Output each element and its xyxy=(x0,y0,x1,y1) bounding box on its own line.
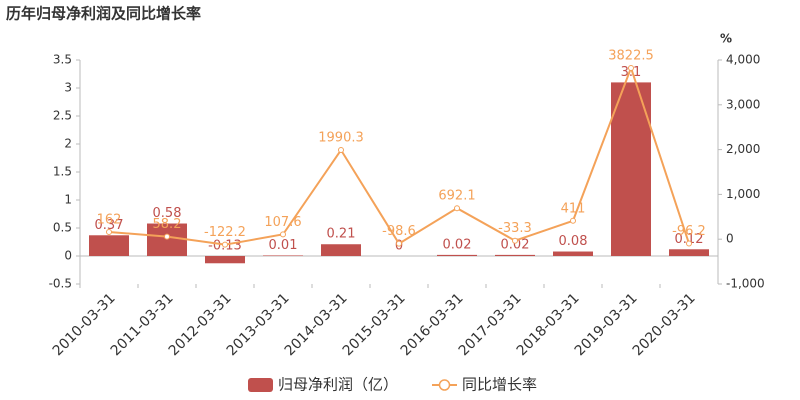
line-value-label: 411 xyxy=(561,201,586,216)
line-point xyxy=(164,233,170,240)
bar-value-label: 3.1 xyxy=(621,65,642,80)
line-value-label: 162 xyxy=(97,212,122,227)
bar-value-label: 0.02 xyxy=(501,237,530,252)
line-value-label: 692.1 xyxy=(438,189,475,204)
line xyxy=(108,64,690,246)
bar-value-label: 0.01 xyxy=(269,238,298,253)
legend-swatch-point xyxy=(438,379,451,391)
line-value-label: -122.2 xyxy=(204,225,246,240)
y2-unit: % xyxy=(720,32,732,46)
legend-label: 同比增长率 xyxy=(462,376,537,394)
line-value-label: 58.2 xyxy=(153,217,182,232)
x-tick-label: 2020-03-31 xyxy=(630,290,699,359)
bar-value-label: 0.21 xyxy=(327,227,356,242)
y-tick-label: 3 xyxy=(64,81,72,95)
y2-tick-label: 4,000 xyxy=(726,53,760,67)
legend-swatch xyxy=(248,378,273,392)
bar-value-label: 0.08 xyxy=(559,234,588,249)
bar xyxy=(553,251,593,256)
line-value-label: 1990.3 xyxy=(318,131,364,146)
bar xyxy=(669,249,709,256)
bar-value-label: 0.02 xyxy=(443,237,472,252)
y2-tick-label: 3,000 xyxy=(726,97,760,111)
y-tick-label: 2 xyxy=(64,137,72,151)
bar xyxy=(495,254,535,256)
y-tick-label: 1 xyxy=(64,193,72,207)
bar xyxy=(147,223,187,256)
y2-tick-label: 2,000 xyxy=(726,142,760,156)
bar xyxy=(321,244,361,256)
line-value-label: -98.6 xyxy=(382,224,416,239)
line-value-label: 3822.5 xyxy=(608,48,654,63)
y-tick-label: 0.5 xyxy=(53,221,72,235)
y2-tick-label: -1,000 xyxy=(726,277,765,291)
line-value-label: 107.6 xyxy=(264,215,301,230)
line-point xyxy=(512,237,518,244)
chart-title: 历年归母净利润及同比增长率 xyxy=(6,5,201,23)
legend-label: 归母净利润（亿） xyxy=(278,376,398,394)
bar xyxy=(205,256,245,264)
line-point xyxy=(396,240,402,247)
y2-tick-label: 0 xyxy=(726,232,734,246)
line-point xyxy=(338,147,344,154)
line-point xyxy=(570,217,576,224)
bar xyxy=(437,254,477,256)
bar xyxy=(89,235,129,256)
line-point xyxy=(454,205,460,212)
line-value-label: -33.3 xyxy=(498,221,532,236)
y-tick-label: 3.5 xyxy=(53,53,72,67)
bar xyxy=(263,255,303,256)
y-tick-label: 2.5 xyxy=(53,109,72,123)
line-point xyxy=(222,241,228,248)
y-tick-label: -0.5 xyxy=(49,277,72,291)
line-value-label: -96.2 xyxy=(672,224,706,239)
line-point xyxy=(106,228,112,235)
y-tick-label: 1.5 xyxy=(53,165,72,179)
bar-value-label: 0.12 xyxy=(675,232,704,247)
bar-value-label: 0.58 xyxy=(153,206,182,221)
y2-tick-label: 1,000 xyxy=(726,187,760,201)
line-point xyxy=(280,231,286,238)
line-point xyxy=(686,240,692,247)
y-tick-label: 0 xyxy=(64,249,72,263)
bar-value-label: 0.37 xyxy=(95,218,124,233)
line-point xyxy=(628,64,634,71)
